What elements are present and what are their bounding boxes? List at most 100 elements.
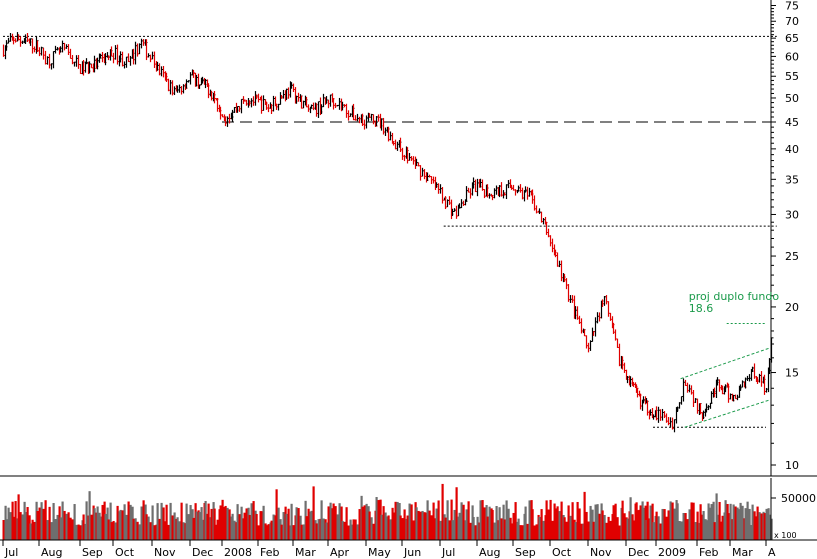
volume-bar: [125, 514, 128, 540]
volume-bar: [718, 501, 721, 540]
volume-bar: [329, 502, 332, 540]
volume-bar: [240, 506, 243, 540]
volume-bar: [71, 519, 74, 540]
volume-bar: [528, 500, 531, 540]
volume-bar: [7, 507, 10, 540]
volume-bar: [287, 508, 290, 540]
volume-bar: [417, 510, 420, 540]
volume-bar: [334, 506, 337, 540]
volume-bar: [486, 516, 489, 540]
volume-bar: [642, 507, 645, 540]
volume-bar: [24, 512, 27, 540]
volume-bar: [585, 511, 588, 540]
volume-bar: [598, 513, 601, 540]
x-tick-label: Jul: [4, 546, 18, 559]
x-tick-label: Aug: [479, 546, 500, 559]
x-tick-label: Oct: [552, 546, 572, 559]
volume-bar: [403, 509, 406, 540]
volume-bar: [116, 505, 119, 540]
volume-bar: [107, 519, 110, 540]
volume-bar: [410, 504, 413, 540]
volume-bar: [327, 506, 330, 540]
volume-bar: [682, 512, 685, 540]
volume-bar: [201, 519, 204, 540]
volume-bar: [33, 521, 36, 540]
volume-bar: [632, 520, 635, 540]
volume-bar: [712, 501, 715, 540]
volume-bar: [270, 520, 273, 540]
price-tick-label: 45: [785, 116, 799, 129]
volume-bar: [721, 515, 724, 540]
volume-bar: [96, 506, 99, 540]
volume-bar: [458, 512, 461, 540]
price-tick-label: 60: [785, 50, 799, 63]
volume-bar: [476, 516, 479, 540]
volume-bar: [312, 486, 315, 540]
volume-bar: [162, 507, 165, 540]
x-tick-label: 2008: [224, 546, 252, 559]
volume-bar: [262, 505, 265, 540]
volume-bar: [325, 522, 328, 540]
x-tick-label: Nov: [154, 546, 176, 559]
volume-bar: [147, 516, 150, 540]
price-tick-label: 40: [785, 143, 799, 156]
volume-bar: [616, 517, 619, 540]
volume-bar: [341, 520, 344, 540]
volume-bar: [601, 510, 604, 540]
price-tick-label: 20: [785, 301, 799, 314]
x-tick-label: A: [768, 546, 776, 559]
volume-bar: [465, 509, 468, 540]
volume-bar: [59, 517, 62, 540]
volume-bar: [401, 518, 404, 540]
volume-bar: [52, 503, 55, 540]
volume-bar: [446, 500, 449, 540]
volume-bar: [423, 512, 426, 540]
volume-bar: [178, 521, 181, 540]
price-tick-label: 70: [785, 15, 799, 28]
volume-bar: [649, 505, 652, 540]
volume-bar: [275, 489, 278, 540]
volume-bar: [587, 521, 590, 540]
volume-bar: [488, 506, 491, 540]
volume-bar: [696, 511, 699, 540]
volume-bar: [153, 525, 156, 540]
volume-bar: [583, 491, 586, 540]
volume-bar: [569, 515, 572, 540]
volume-bar: [688, 509, 691, 540]
volume-bar: [85, 501, 88, 540]
volume-bar: [75, 524, 78, 540]
volume-bar: [380, 514, 383, 540]
volume-bar: [54, 519, 57, 540]
volume-bar: [17, 494, 20, 540]
volume-bar: [699, 504, 702, 540]
volume-bar: [694, 522, 697, 540]
reference-lines: [3, 35, 777, 428]
volume-bar: [136, 521, 139, 540]
volume-bar: [123, 504, 126, 540]
volume-bar: [99, 516, 102, 540]
volume-bar: [605, 522, 608, 540]
volume-bar: [758, 512, 761, 540]
volume-bar: [9, 512, 12, 540]
volume-bar: [277, 507, 280, 540]
volume-bar: [382, 506, 385, 540]
volume-bar: [406, 515, 409, 540]
volume-bar: [345, 507, 348, 540]
volume-bar: [112, 520, 115, 540]
volume-bar: [185, 503, 188, 540]
volume-bar: [596, 504, 599, 540]
x-tick-label: Mar: [295, 546, 316, 559]
volume-bar: [474, 525, 477, 540]
x-tick-label: Dec: [628, 546, 649, 559]
volume-bar: [389, 519, 392, 540]
volume-bar: [292, 525, 295, 540]
x-tick-label: Mar: [732, 546, 753, 559]
volume-bar: [245, 508, 248, 540]
volume-bar: [228, 509, 231, 540]
volume-bar: [607, 516, 610, 540]
volume-bar: [415, 507, 418, 540]
volume-bar: [384, 512, 387, 540]
volume-bar: [302, 524, 305, 540]
volume-bar: [77, 524, 80, 540]
